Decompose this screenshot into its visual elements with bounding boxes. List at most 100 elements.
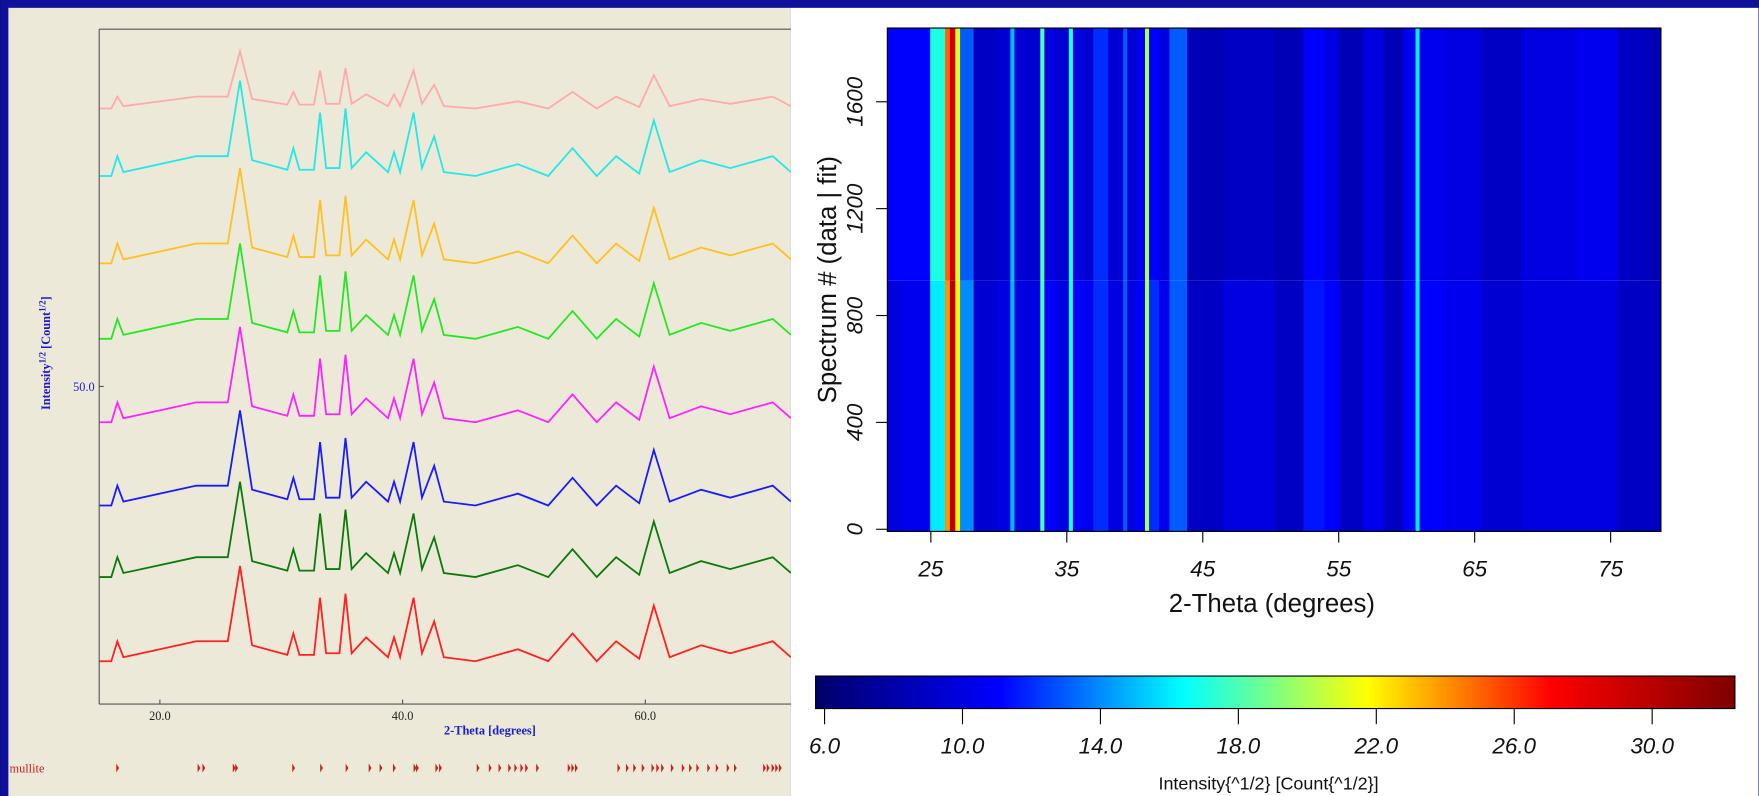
heat-cell	[1014, 28, 1028, 281]
heat-cell	[1253, 280, 1275, 532]
heat-cell	[1339, 280, 1364, 532]
heat-cell	[1415, 280, 1421, 532]
phase-marker	[715, 763, 719, 773]
phase-marker	[439, 763, 442, 773]
pattern-line	[99, 80, 791, 178]
heat-cell	[1068, 28, 1074, 281]
phase-marker	[413, 763, 417, 773]
x-tick-label: 35	[1054, 556, 1079, 581]
heat-cell	[1253, 28, 1275, 281]
phase-marker	[116, 763, 120, 773]
left-panel	[8, 7, 791, 796]
heat-cell	[1149, 28, 1160, 281]
heat-cell	[1617, 280, 1647, 532]
phase-marker	[763, 763, 766, 773]
y-axis-label-part: 1/2	[37, 300, 47, 312]
phase-marker	[733, 763, 737, 773]
heat-cell	[1324, 28, 1340, 281]
heat-cell	[1481, 280, 1523, 532]
heat-cell	[1159, 280, 1170, 532]
heat-cell	[949, 28, 956, 281]
colorbar-tick-label: 18.0	[1217, 733, 1261, 758]
heat-cell	[1083, 28, 1094, 281]
heat-cell	[1576, 280, 1618, 532]
heat-cell	[955, 280, 961, 532]
heat-cell	[1123, 280, 1128, 532]
heat-cell	[1072, 280, 1084, 532]
phase-marker	[488, 763, 492, 773]
colorbar-tick-label: 14.0	[1079, 733, 1123, 758]
phase-marker	[525, 763, 529, 773]
heat-cell	[1072, 28, 1084, 281]
heat-cell	[1617, 28, 1647, 281]
y-tick-label: 1600	[843, 76, 868, 126]
heat-cell	[996, 28, 1011, 281]
heat-cell	[1522, 280, 1578, 532]
heat-cell	[1040, 28, 1045, 281]
heat-cell	[960, 28, 975, 281]
heat-cell	[1576, 28, 1618, 281]
heat-cell	[960, 280, 975, 532]
heat-cell	[1010, 280, 1015, 532]
colorbar	[815, 675, 1736, 710]
pattern-line	[99, 243, 791, 341]
y-tick-label: 1200	[843, 183, 868, 233]
phase-marker	[670, 763, 674, 773]
phase-marker	[726, 763, 730, 773]
heat-cell	[1481, 28, 1523, 281]
phase-marker	[202, 763, 206, 773]
heat-cell	[1044, 28, 1058, 281]
phase-marker	[392, 763, 396, 773]
heat-cell	[1645, 28, 1662, 281]
heat-cell	[1010, 28, 1015, 281]
heat-cell	[1093, 28, 1109, 281]
heat-cell	[1068, 280, 1074, 532]
heat-cell	[1040, 280, 1045, 532]
phase-marker	[641, 763, 645, 773]
heat-cell	[1108, 280, 1124, 532]
heat-cell	[1645, 280, 1662, 532]
heat-cell	[1403, 280, 1416, 532]
phase-marker	[498, 763, 502, 773]
phase-marker	[707, 763, 711, 773]
colorbar-tick-label: 26.0	[1491, 733, 1536, 758]
phase-marker	[235, 763, 239, 773]
phase-marker	[766, 763, 770, 773]
heat-cell	[1169, 28, 1188, 281]
heat-cell	[1223, 280, 1255, 532]
heat-cell	[945, 28, 951, 281]
heat-cell	[1108, 28, 1124, 281]
y-tick-label: 400	[843, 403, 868, 441]
phase-marker	[633, 763, 637, 773]
heat-cell	[930, 280, 946, 532]
x-tick-label: 25	[917, 556, 943, 581]
heat-cell	[1056, 280, 1070, 532]
phase-marker	[575, 763, 578, 773]
phase-marker	[661, 763, 664, 773]
phase-marker	[508, 763, 512, 773]
phase-marker	[520, 763, 524, 773]
phase-marker	[514, 763, 518, 773]
y-axis-label-part: Intensity	[39, 363, 53, 410]
x-tick-label: 55	[1326, 556, 1351, 581]
colorbar-tick-label: 6.0	[809, 733, 841, 758]
colorbar-tick-label: 30.0	[1630, 733, 1674, 758]
heat-cell	[1149, 280, 1160, 532]
x-tick-label: 60.0	[635, 709, 657, 723]
heat-cell	[1027, 280, 1041, 532]
heat-cell	[996, 280, 1011, 532]
heat-cell	[1127, 28, 1137, 281]
phase-marker	[651, 763, 655, 773]
heat-cell	[1223, 28, 1255, 281]
heat-cell	[1136, 28, 1146, 281]
phase-marker	[689, 763, 692, 773]
y-tick-label: 50.0	[73, 380, 95, 394]
heat-cell	[1383, 28, 1404, 281]
heat-cell	[1419, 280, 1446, 532]
heat-cell	[1444, 28, 1482, 281]
heat-cell	[1522, 28, 1578, 281]
phase-marker	[536, 763, 539, 773]
phase-marker	[379, 763, 383, 773]
phase-marker	[656, 763, 660, 773]
